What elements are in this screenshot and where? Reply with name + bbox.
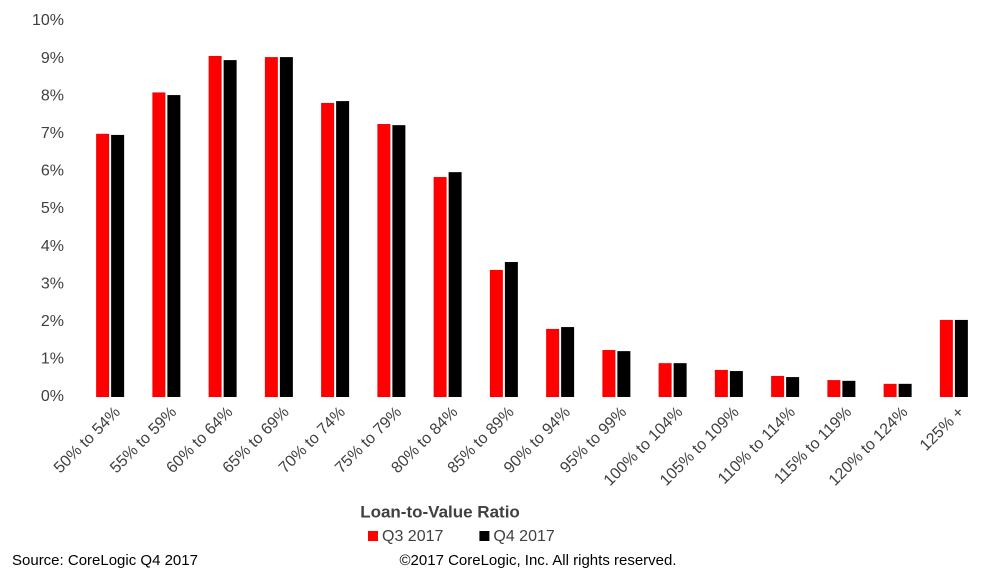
y-tick-label: 5%	[41, 200, 64, 217]
bar	[223, 60, 237, 397]
y-tick-label: 8%	[41, 87, 64, 104]
bar	[954, 319, 968, 397]
y-tick-label: 0%	[41, 388, 64, 405]
bar	[673, 363, 687, 397]
bar	[729, 371, 743, 397]
bar	[827, 380, 841, 397]
bar	[167, 95, 181, 398]
bar	[617, 351, 631, 397]
bar	[658, 363, 672, 397]
bar	[602, 350, 616, 397]
bar	[392, 125, 406, 397]
y-tick-label: 10%	[32, 12, 64, 29]
y-tick-label: 2%	[41, 313, 64, 330]
bar	[504, 262, 518, 397]
bar	[264, 57, 278, 397]
bar	[279, 57, 293, 397]
bar	[489, 269, 503, 397]
bar	[208, 55, 222, 398]
copyright-note: ©2017 CoreLogic, Inc. All rights reserve…	[399, 552, 676, 569]
bar	[561, 327, 575, 397]
bar	[336, 101, 350, 397]
x-axis-title: Loan-to-Value Ratio	[360, 502, 520, 521]
bar	[546, 328, 560, 397]
legend-label: Q4 2017	[493, 528, 554, 545]
bar	[377, 124, 391, 398]
y-tick-label: 6%	[41, 163, 64, 180]
bar	[433, 177, 447, 397]
bar	[939, 319, 953, 397]
bar	[714, 369, 728, 397]
legend-swatch	[368, 531, 378, 541]
bar	[883, 383, 897, 397]
legend-swatch	[479, 531, 490, 541]
x-tick-label: 125% +	[917, 404, 968, 455]
y-tick-label: 1%	[41, 351, 64, 368]
bar	[898, 383, 912, 397]
bar	[96, 133, 110, 398]
y-tick-label: 7%	[41, 125, 64, 142]
bar	[321, 102, 335, 397]
bar	[111, 134, 125, 398]
source-note: Source: CoreLogic Q4 2017	[12, 552, 198, 569]
bar	[152, 92, 166, 397]
y-tick-label: 9%	[41, 50, 64, 67]
bar	[771, 375, 785, 397]
y-tick-label: 4%	[41, 238, 64, 255]
y-tick-label: 3%	[41, 275, 64, 292]
bar	[842, 380, 856, 397]
bar	[448, 172, 462, 397]
legend-label: Q3 2017	[382, 528, 443, 545]
bar	[786, 377, 800, 397]
